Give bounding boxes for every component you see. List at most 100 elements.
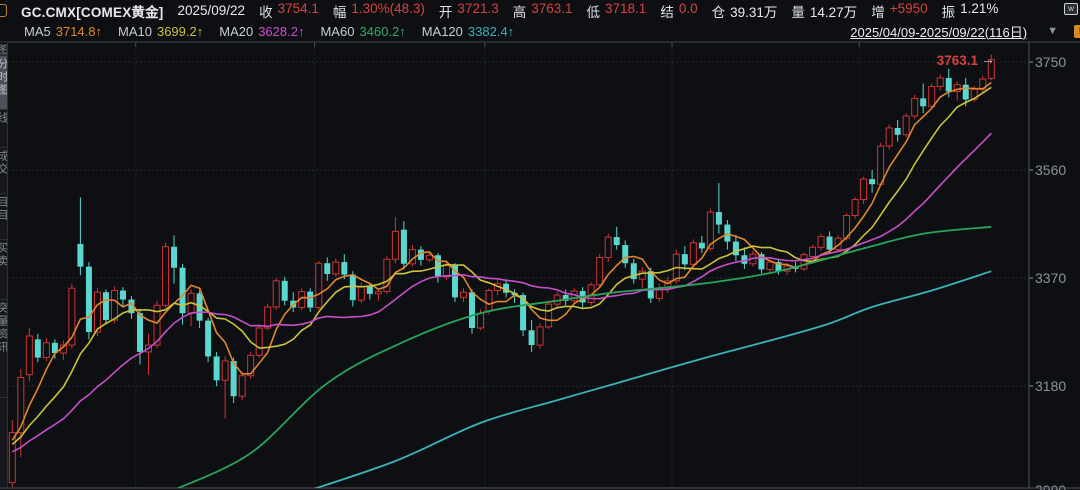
toolbar-item[interactable]: 图 bbox=[0, 42, 7, 56]
candle-down bbox=[622, 245, 629, 264]
candle-up bbox=[162, 246, 170, 306]
candle-up bbox=[885, 127, 893, 147]
candle-up bbox=[664, 280, 672, 289]
candle-up bbox=[477, 312, 485, 329]
ma10-line bbox=[11, 86, 992, 446]
chevron-down-icon[interactable]: ▼ bbox=[1047, 25, 1058, 37]
candle-down bbox=[102, 292, 109, 321]
toolbar-item-selected[interactable]: 分时图 bbox=[0, 56, 8, 110]
candle-up bbox=[587, 284, 595, 303]
candle-up bbox=[332, 261, 340, 275]
toolbar-item[interactable]: 突量资讯 bbox=[0, 300, 8, 398]
candle-down bbox=[962, 84, 969, 100]
candle-down bbox=[503, 283, 510, 293]
candle-down bbox=[826, 236, 833, 250]
candle-down bbox=[34, 339, 41, 358]
ma20-line bbox=[11, 132, 992, 453]
ma-indicator-bar: MA5 3714.8↑ MA10 3699.2↑ MA20 3628.2↑ MA60 3… bbox=[0, 21, 1080, 42]
candle-down bbox=[520, 295, 527, 331]
candle-up bbox=[809, 246, 817, 257]
date-range-selector[interactable]: 2025/04/09-2025/09/22(116日) bbox=[850, 24, 1028, 40]
candle-up bbox=[604, 236, 612, 259]
candle-down bbox=[741, 255, 748, 264]
candle-up bbox=[851, 199, 859, 216]
candle-down bbox=[349, 274, 356, 301]
toolbar-item[interactable] bbox=[0, 398, 7, 488]
candle-up bbox=[936, 77, 944, 87]
candle-down bbox=[698, 242, 705, 249]
symbol-name[interactable]: GC.CMX[COMEX黄金] bbox=[21, 4, 164, 20]
candle-down bbox=[171, 246, 178, 268]
candle-up bbox=[638, 270, 646, 280]
candle-up bbox=[706, 211, 714, 249]
window-icon[interactable]: w bbox=[1064, 3, 1078, 15]
candle-up bbox=[93, 291, 101, 333]
candle-up bbox=[153, 304, 161, 346]
candle-up bbox=[766, 261, 774, 270]
candle-up bbox=[8, 432, 16, 484]
lock-icon[interactable]: ! bbox=[1074, 24, 1080, 38]
ma120-readout: MA120 3382.4↑ bbox=[421, 23, 515, 39]
toolbar-glyph-sliver: 买卖 bbox=[0, 242, 8, 268]
candle-up bbox=[911, 97, 919, 117]
toolbar-item[interactable]: 成交 bbox=[0, 148, 7, 194]
candle-up bbox=[459, 291, 467, 298]
candle-up bbox=[425, 254, 433, 261]
last-price-label: 3763.1 bbox=[937, 53, 979, 68]
candle-down bbox=[630, 263, 637, 280]
candle-down bbox=[179, 267, 186, 314]
candle-down bbox=[562, 295, 569, 301]
y-axis-label: 3370 bbox=[1035, 270, 1066, 286]
candle-up bbox=[860, 178, 868, 201]
candle-down bbox=[945, 77, 952, 92]
field-oi-change: 增 +5950 bbox=[871, 0, 928, 20]
toolbar-item[interactable]: 线 bbox=[0, 110, 7, 148]
candle-down bbox=[732, 241, 739, 256]
quote-date: 2025/09/22 bbox=[177, 3, 246, 18]
app-icon[interactable] bbox=[0, 4, 7, 17]
price-arrow-icon: → bbox=[981, 51, 995, 67]
toolbar-item[interactable]: 买卖 bbox=[0, 240, 8, 300]
ma20-readout: MA20 3628.2↑ bbox=[219, 23, 305, 39]
candle-up bbox=[25, 335, 33, 376]
candle-down bbox=[230, 360, 237, 397]
toolbar-glyph-sliver: 突量资讯 bbox=[0, 302, 8, 354]
ma60-readout: MA60 3460.2↑ bbox=[320, 23, 406, 39]
left-toolbar: 图分时图线成交 目目买卖突量资讯 bbox=[0, 42, 8, 488]
candle-down bbox=[324, 263, 331, 275]
field-low: 低 3718.1 bbox=[586, 0, 647, 20]
candle-down bbox=[647, 271, 654, 299]
candle-up bbox=[877, 145, 885, 185]
candle-down bbox=[758, 254, 765, 270]
candle-up bbox=[536, 326, 544, 346]
candle-up bbox=[928, 85, 936, 107]
candle-up bbox=[485, 290, 493, 312]
candle-up bbox=[391, 230, 399, 260]
candle-up bbox=[315, 262, 323, 309]
candle-up bbox=[817, 236, 825, 248]
candle-up bbox=[68, 287, 76, 346]
candle-down bbox=[528, 330, 535, 346]
toolbar-glyph-sliver: 分时图 bbox=[0, 58, 8, 97]
field-open-interest: 仓 39.31万 bbox=[711, 4, 778, 20]
candle-up bbox=[689, 242, 697, 265]
field-high: 高 3763.1 bbox=[512, 0, 573, 20]
candle-down bbox=[128, 299, 135, 314]
candle-up bbox=[800, 254, 808, 270]
y-axis-label: 3750 bbox=[1035, 54, 1066, 70]
candle-up bbox=[238, 375, 246, 397]
y-axis-label: 2990 bbox=[1035, 482, 1066, 490]
toolbar-item[interactable]: 目目 bbox=[0, 194, 8, 240]
candle-up bbox=[987, 59, 995, 79]
candle-down bbox=[920, 98, 927, 107]
ma60-line bbox=[176, 225, 992, 488]
y-axis-label: 3560 bbox=[1035, 162, 1066, 178]
field-close: 收 3754.1 bbox=[259, 0, 319, 20]
field-volume: 量 14.27万 bbox=[791, 4, 858, 20]
toolbar-glyph-sliver: 目目 bbox=[0, 196, 8, 222]
candle-down bbox=[366, 286, 373, 294]
candle-down bbox=[281, 280, 288, 301]
ma10-readout: MA10 3699.2↑ bbox=[118, 23, 204, 39]
